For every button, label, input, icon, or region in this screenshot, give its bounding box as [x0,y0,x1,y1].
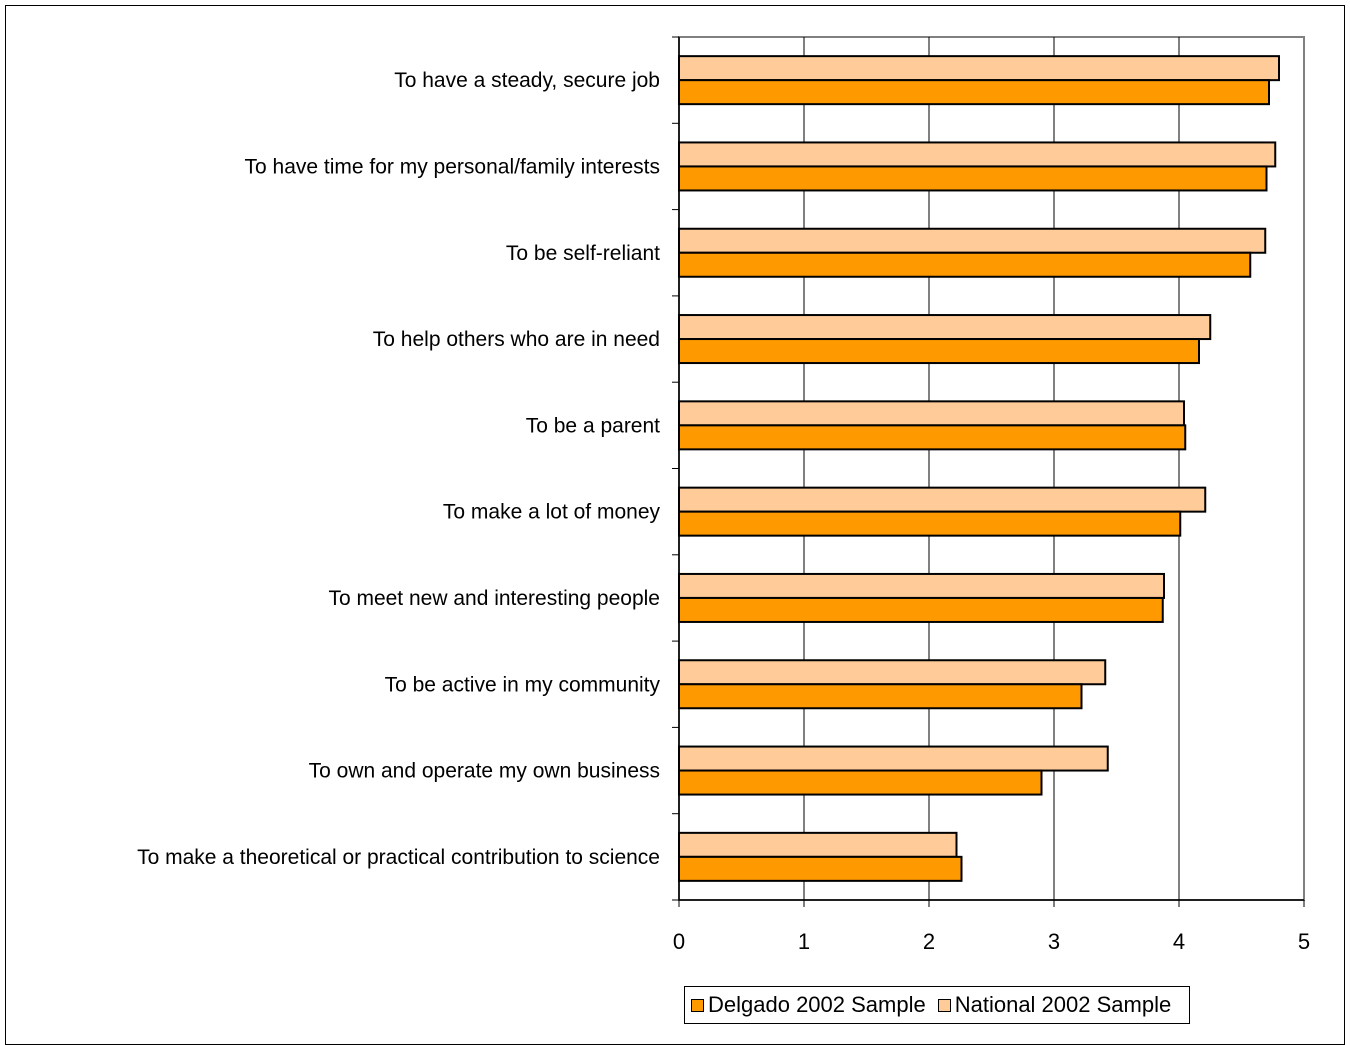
category-label: To be self-reliant [506,242,660,265]
bar-national [678,486,1207,513]
bar-national [678,227,1267,254]
legend-item-national: National 2002 Sample [937,992,1172,1018]
bar-national [678,141,1277,168]
category-label: To make a lot of money [443,501,661,524]
bar-national [678,314,1212,341]
bar-delgado [678,251,1252,278]
bar-national [678,659,1107,686]
bars [678,55,1280,882]
x-tick-label: 5 [1298,929,1310,954]
x-tick-label: 1 [798,929,810,954]
bar-delgado [678,855,963,882]
bar-delgado [678,683,1083,710]
category-labels: To have a steady, secure job To have time… [137,69,660,869]
legend-item-delgado: Delgado 2002 Sample [691,992,926,1018]
legend-swatch-national [937,998,951,1012]
bar-national [678,572,1165,599]
x-tick-label: 4 [1173,929,1185,954]
axes [672,36,1305,907]
bar-delgado [678,510,1182,537]
category-label: To meet new and interesting people [328,587,660,610]
category-label: To have a steady, secure job [394,69,660,92]
legend: Delgado 2002 Sample National 2002 Sample [684,986,1191,1024]
x-tick-labels: 0 1 2 3 4 5 [673,929,1310,954]
x-tick-label: 2 [923,929,935,954]
bar-delgado [678,596,1164,623]
category-label: To own and operate my own business [309,760,660,783]
x-tick-label: 0 [673,929,685,954]
bar-national [678,400,1185,427]
legend-label-delgado: Delgado 2002 Sample [708,992,926,1017]
category-label: To make a theoretical or practical contr… [137,846,660,869]
category-label: To be a parent [526,414,660,437]
bar-national [678,55,1280,82]
legend-swatch-delgado [691,998,704,1012]
legend-label-national: National 2002 Sample [954,992,1172,1017]
bar-delgado [678,79,1270,106]
bar-national [678,831,958,858]
category-label: To be active in my community [385,673,661,696]
bar-delgado [678,769,1043,796]
category-label: To help others who are in need [373,328,660,351]
category-label: To have time for my personal/family inte… [245,155,661,178]
bar-national [678,745,1109,772]
bar-delgado [678,338,1200,365]
x-tick-label: 3 [1048,929,1060,954]
bar-delgado [678,165,1268,192]
bar-delgado [678,424,1187,451]
